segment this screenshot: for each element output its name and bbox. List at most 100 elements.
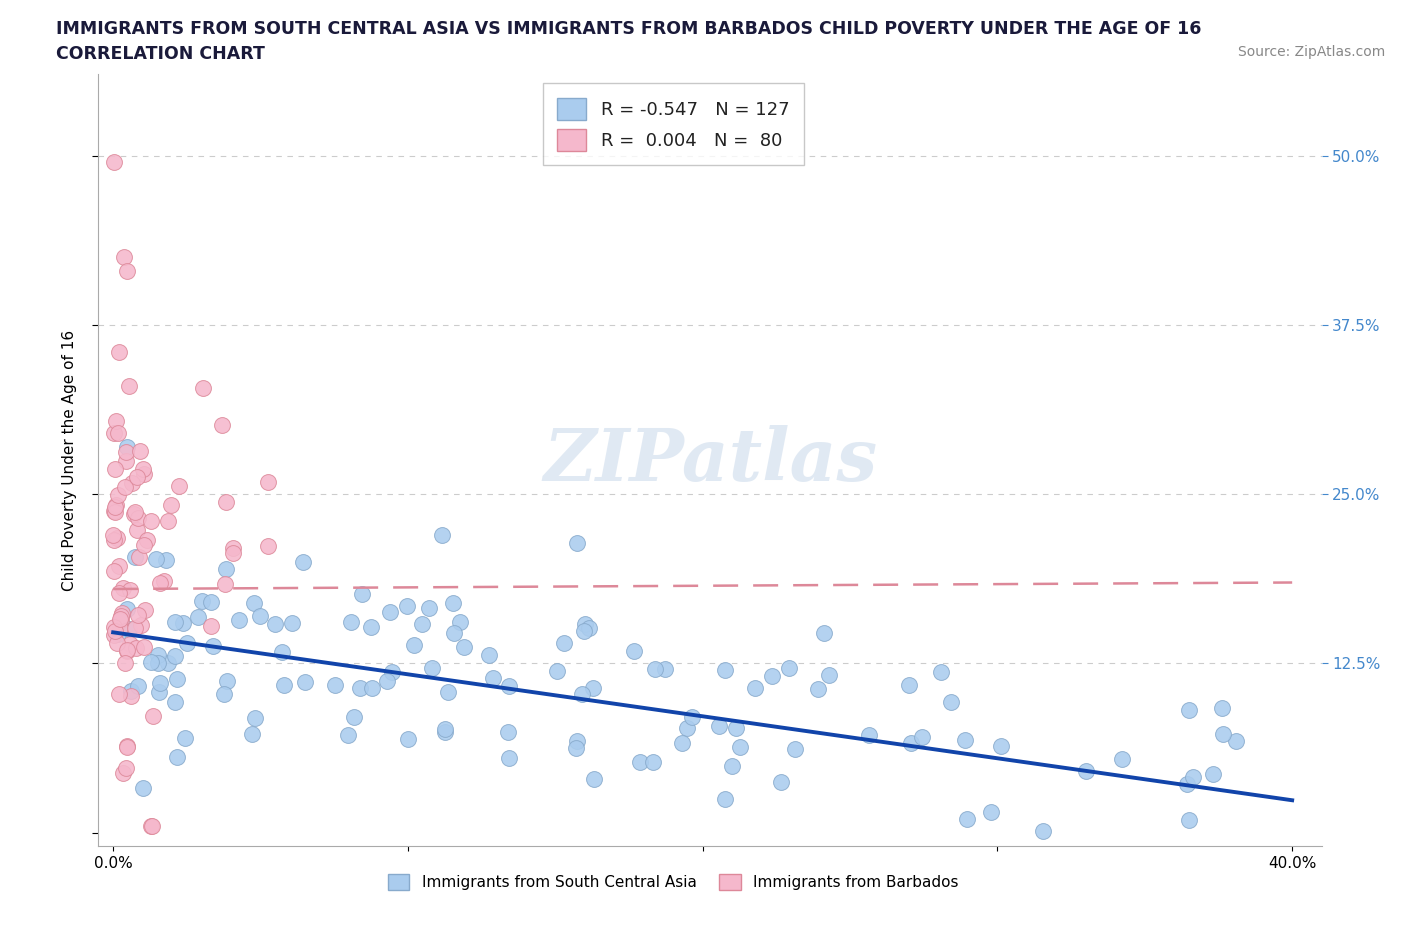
Point <box>565 740 588 755</box>
Point <box>110 609 132 624</box>
Text: ZIPatlas: ZIPatlas <box>543 425 877 496</box>
Point <box>187 610 209 625</box>
Point <box>156 656 179 671</box>
Point <box>110 613 132 628</box>
Point <box>257 475 280 490</box>
Point <box>956 812 979 827</box>
Point <box>375 673 398 688</box>
Point <box>125 641 148 656</box>
Point <box>107 426 129 441</box>
Point <box>349 681 371 696</box>
Point <box>114 480 136 495</box>
Point <box>129 444 152 458</box>
Point <box>145 551 167 566</box>
Text: CORRELATION CHART: CORRELATION CHART <box>56 45 266 62</box>
Point <box>240 726 263 741</box>
Point <box>120 637 142 652</box>
Point <box>173 730 195 745</box>
Point <box>858 727 880 742</box>
Point <box>103 564 125 578</box>
Point <box>104 462 127 477</box>
Point <box>149 575 172 590</box>
Point <box>103 619 125 634</box>
Point <box>352 587 374 602</box>
Point <box>120 689 142 704</box>
Point <box>125 470 148 485</box>
Point <box>127 511 149 525</box>
Point <box>339 615 361 630</box>
Point <box>172 616 194 631</box>
Point <box>115 439 138 454</box>
Point <box>565 734 588 749</box>
Point <box>281 615 304 630</box>
Point <box>411 617 433 631</box>
Point <box>107 627 129 642</box>
Point <box>103 504 125 519</box>
Point <box>498 679 520 694</box>
Point <box>1032 824 1054 839</box>
Point <box>125 523 148 538</box>
Point <box>108 345 131 360</box>
Point <box>115 454 138 469</box>
Point <box>117 643 139 658</box>
Point <box>155 552 177 567</box>
Point <box>165 648 187 663</box>
Point <box>582 771 605 786</box>
Point <box>115 263 138 278</box>
Point <box>166 749 188 764</box>
Point <box>103 426 125 441</box>
Point <box>104 504 127 519</box>
Point <box>783 741 806 756</box>
Point <box>107 586 129 601</box>
Point <box>641 754 664 769</box>
Point <box>110 614 132 629</box>
Point <box>807 681 830 696</box>
Point <box>148 685 170 700</box>
Point <box>107 487 129 502</box>
Point <box>149 676 172 691</box>
Point <box>395 599 418 614</box>
Point <box>953 733 976 748</box>
Point <box>778 661 800 676</box>
Point <box>115 445 138 459</box>
Point <box>707 719 730 734</box>
Point <box>129 618 152 632</box>
Point <box>104 624 127 639</box>
Point <box>323 677 346 692</box>
Point <box>336 728 359 743</box>
Point <box>496 725 519 740</box>
Point <box>103 155 125 170</box>
Point <box>104 499 127 514</box>
Point <box>572 623 595 638</box>
Point <box>200 595 222 610</box>
Point <box>939 695 962 710</box>
Point <box>134 603 156 618</box>
Point <box>1181 769 1204 784</box>
Point <box>215 495 238 510</box>
Point <box>744 681 766 696</box>
Point <box>117 739 139 754</box>
Point <box>343 710 366 724</box>
Point <box>124 550 146 565</box>
Point <box>200 619 222 634</box>
Point <box>156 513 179 528</box>
Point <box>108 612 131 627</box>
Point <box>911 730 934 745</box>
Point <box>103 533 125 548</box>
Point <box>111 605 134 620</box>
Point <box>478 648 501 663</box>
Point <box>166 671 188 686</box>
Point <box>574 617 596 631</box>
Point <box>361 680 384 695</box>
Point <box>1178 702 1201 717</box>
Point <box>291 555 314 570</box>
Legend: Immigrants from South Central Asia, Immigrants from Barbados: Immigrants from South Central Asia, Immi… <box>382 869 965 897</box>
Point <box>443 625 465 640</box>
Point <box>1211 701 1233 716</box>
Point <box>430 527 453 542</box>
Point <box>671 735 693 750</box>
Point <box>724 721 747 736</box>
Point <box>980 804 1002 819</box>
Point <box>118 621 141 636</box>
Point <box>114 761 136 776</box>
